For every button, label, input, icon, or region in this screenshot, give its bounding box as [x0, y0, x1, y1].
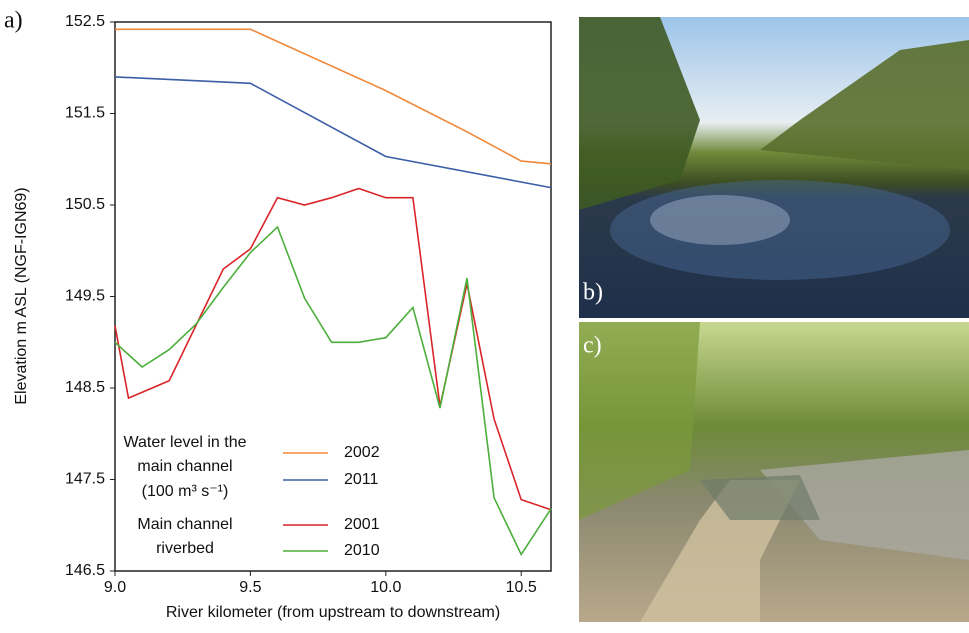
panel-label: b)	[583, 280, 603, 306]
panel-label: c)	[583, 333, 602, 359]
legend-group-label: Water level in the	[123, 434, 246, 451]
y-tick-label: 146.5	[65, 562, 105, 579]
y-tick-label: 152.5	[65, 13, 105, 30]
series-line	[114, 225, 552, 557]
y-tick-label: 150.5	[65, 196, 105, 213]
legend-group-label: (100 m³ s⁻¹)	[142, 483, 229, 500]
y-tick-label: 147.5	[65, 471, 105, 488]
legend-group-label: riverbed	[156, 540, 214, 557]
x-tick-label: 10.5	[506, 579, 537, 596]
series-line	[114, 76, 552, 189]
series-line	[115, 28, 552, 165]
legend-group-label: main channel	[137, 458, 232, 475]
x-tick-label: 9.5	[239, 579, 261, 596]
y-tick-label: 149.5	[65, 288, 105, 305]
legend-group-label: Main channel	[137, 516, 232, 533]
photo-c	[579, 322, 969, 622]
legend-label: 2002	[344, 444, 380, 461]
panel-label: a)	[4, 8, 23, 34]
x-tick-label: 10.0	[370, 579, 401, 596]
x-axis-label: River kilometer (from upstream to downst…	[166, 604, 500, 621]
y-tick-label: 148.5	[65, 379, 105, 396]
y-axis-label: Elevation m ASL (NGF-IGN69)	[13, 187, 30, 404]
legend-label: 2011	[344, 471, 379, 488]
legend-label: 2001	[344, 516, 380, 533]
x-tick-label: 9.0	[104, 579, 126, 596]
legend-label: 2010	[344, 542, 380, 559]
y-tick-label: 151.5	[65, 105, 105, 122]
photo-b	[579, 17, 969, 318]
